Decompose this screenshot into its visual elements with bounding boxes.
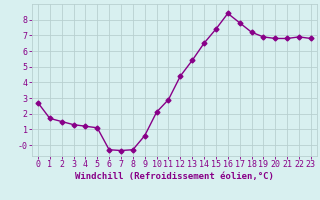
X-axis label: Windchill (Refroidissement éolien,°C): Windchill (Refroidissement éolien,°C) [75, 172, 274, 181]
